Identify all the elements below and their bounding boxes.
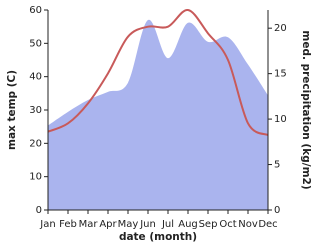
y2-tick-label: 15 — [274, 69, 287, 80]
y2-tick-label: 0 — [274, 205, 280, 216]
x-tick-label: Jun — [139, 219, 156, 230]
x-tick-label: Aug — [178, 219, 198, 230]
y-tick-label: 50 — [29, 38, 42, 49]
y2-tick-label: 10 — [274, 114, 287, 125]
y-tick-label: 40 — [29, 72, 42, 83]
x-tick-label: Apr — [99, 219, 117, 230]
x-tick-label: Oct — [219, 219, 236, 230]
x-tick-label: Dec — [258, 219, 277, 230]
y-tick-label: 20 — [29, 138, 42, 149]
y2-axis-label: med. precipitation (kg/m2) — [300, 30, 312, 189]
x-tick-label: Nov — [238, 219, 258, 230]
y-tick-label: 30 — [29, 105, 42, 116]
y-axis-label: max temp (C) — [6, 70, 18, 150]
x-tick-label: May — [118, 219, 139, 230]
precipitation-area — [48, 19, 268, 211]
x-axis-label: date (month) — [119, 231, 197, 243]
y-tick-label: 0 — [36, 205, 42, 216]
x-tick-label: Jul — [161, 219, 174, 230]
y2-tick-label: 20 — [274, 23, 287, 34]
y-tick-label: 10 — [29, 172, 42, 183]
x-tick-label: Mar — [79, 219, 99, 230]
y-tick-label: 60 — [29, 5, 42, 16]
x-tick-label: Sep — [199, 219, 218, 230]
x-tick-label: Feb — [59, 219, 77, 230]
temp-line — [47, 9, 269, 136]
x-tick-label: Jan — [39, 219, 55, 230]
y2-tick-label: 5 — [274, 160, 280, 171]
